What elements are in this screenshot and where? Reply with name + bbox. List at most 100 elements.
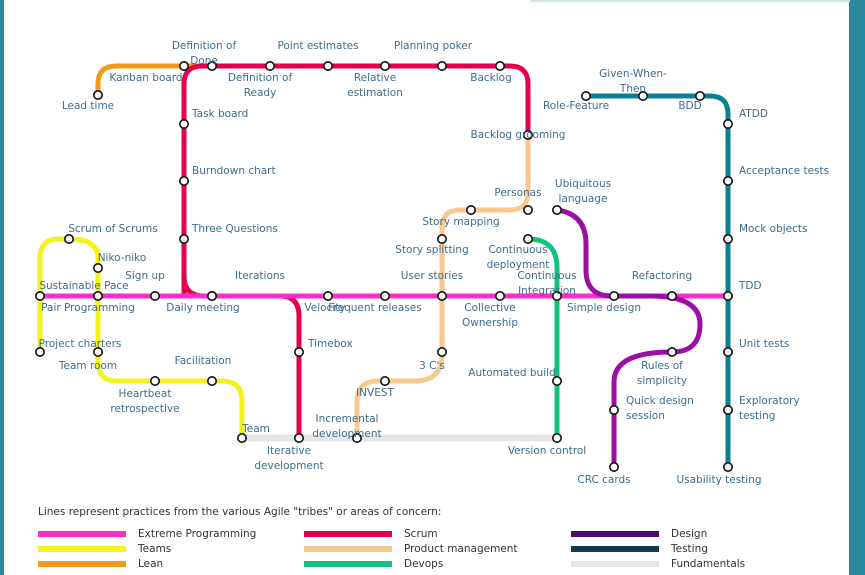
legend-item: Design [571,527,707,541]
line-design [554,207,703,470]
station-label-collective-ownership: Collective Ownership [462,302,518,329]
station-label-kanban-board: Kanban board [109,72,182,84]
station-heartbeat-retrospective[interactable] [150,375,161,386]
legend-swatch [304,561,392,567]
station-simple-design[interactable] [608,290,619,301]
station-personas[interactable] [522,205,533,216]
station-usability-testing[interactable] [722,461,733,472]
station-refactoring[interactable] [666,290,677,301]
station-collective-ownership[interactable] [494,290,505,301]
legend-label: Teams [138,543,172,555]
station-lead-time[interactable] [93,90,104,101]
station-3-c-s[interactable] [436,346,447,357]
station-burndown-chart[interactable] [179,176,190,187]
station-definition-of-ready[interactable] [264,60,275,71]
legend-item: Extreme Programming [38,527,256,541]
station-label-planning-poker: Planning poker [394,40,473,52]
left-border [0,0,4,575]
station-label-pair-programming: Pair Programming [41,302,135,314]
station-team-room[interactable] [93,346,104,357]
station-exploratory-testing[interactable] [722,404,733,415]
station-label-tdd: TDD [738,280,762,292]
station-definition-of-done[interactable] [207,60,218,71]
station-label-daily-meeting: Daily meeting [166,302,239,314]
station-iterative-development[interactable] [293,432,304,443]
station-facilitation[interactable] [207,375,218,386]
station-label-backlog: Backlog [470,72,512,84]
station-acceptance-tests[interactable] [722,176,733,187]
station-version-control[interactable] [551,432,562,443]
station-label-point-estimates: Point estimates [277,40,358,52]
station-user-stories[interactable] [436,290,447,301]
station-sign-up[interactable] [150,290,161,301]
station-frequent-releases[interactable] [379,290,390,301]
station-label-team-room: Team room [58,360,117,372]
station-label-iterative-development: Iterative development [254,445,323,472]
station-sustainable-pace[interactable] [34,290,45,301]
legend-swatch [571,531,659,537]
station-story-splitting[interactable] [436,234,447,245]
station-project-charters[interactable] [34,346,45,357]
station-label-lead-time: Lead time [62,100,114,112]
station-invest[interactable] [379,375,390,386]
station-label-definition-of-done: Definition of Done [172,40,237,67]
station-given-when-then[interactable] [637,91,648,102]
legend-swatch [304,531,392,537]
station-incremental-development[interactable] [351,432,362,443]
legend-item: Fundamentals [571,557,745,571]
station-automated-build[interactable] [551,375,562,386]
legend-swatch [571,561,659,567]
station-label-rules-of-simplicity: Rules of simplicity [637,360,687,387]
station-label-3-c-s: 3 C's [419,360,445,372]
station-velocity[interactable] [322,290,333,301]
station-mock-objects[interactable] [722,234,733,245]
station-label-continuous-deployment: Continuous deployment [487,244,550,271]
station-pair-programming[interactable] [93,290,104,301]
station-label-refactoring: Refactoring [632,270,692,282]
station-label-timebox: Timebox [307,338,353,350]
station-label-acceptance-tests: Acceptance tests [739,165,829,177]
station-label-given-when-then: Given-When-Then [599,68,667,95]
station-ubiquitous-language[interactable] [551,205,562,216]
station-kanban-board[interactable] [179,60,190,71]
station-atdd[interactable] [722,119,733,130]
legend-label: Testing [671,543,708,555]
station-label-backlog-grooming: Backlog grooming [471,129,566,141]
legend-label: Devops [404,558,444,570]
station-relative-estimation[interactable] [379,60,390,71]
station-label-sustainable-pace: Sustainable Pace [39,280,128,292]
station-rules-of-simplicity[interactable] [666,346,677,357]
station-continuous-integration[interactable] [551,290,562,301]
station-label-continuous-integration: Continuous Integration [517,270,576,297]
station-tdd[interactable] [722,290,733,301]
station-task-board[interactable] [179,119,190,130]
station-backlog[interactable] [494,60,505,71]
station-label-story-splitting: Story splitting [395,244,469,256]
station-scrum-of-scrums[interactable] [64,234,75,245]
station-label-niko-niko: Niko-niko [98,252,147,264]
station-three-questions[interactable] [179,234,190,245]
station-team[interactable] [237,432,248,443]
station-quick-design-session[interactable] [608,404,619,415]
station-label-crc-cards: CRC cards [577,474,630,486]
station-crc-cards[interactable] [608,461,619,472]
station-bdd[interactable] [694,91,705,102]
station-planning-poker[interactable] [436,60,447,71]
station-niko-niko[interactable] [93,262,104,273]
station-story-mapping[interactable] [465,205,476,216]
legend-label: Extreme Programming [138,528,257,540]
station-label-sign-up: Sign up [125,270,165,282]
station-timebox[interactable] [293,346,304,357]
station-label-quick-design-session: Quick design session [626,395,694,422]
station-label-relative-estimation: Relative estimation [347,72,403,99]
line-lean [95,63,215,98]
station-backlog-grooming[interactable] [522,130,533,141]
line-testing [583,93,731,470]
station-daily-meeting[interactable] [207,290,218,301]
station-label-ubiquitous-language: Ubiquitous language [555,178,611,205]
station-role-feature[interactable] [580,91,591,102]
station-label-frequent-releases: Frequent releases [328,302,421,314]
station-point-estimates[interactable] [322,60,333,71]
station-unit-tests[interactable] [722,346,733,357]
station-continuous-deployment[interactable] [522,234,533,245]
